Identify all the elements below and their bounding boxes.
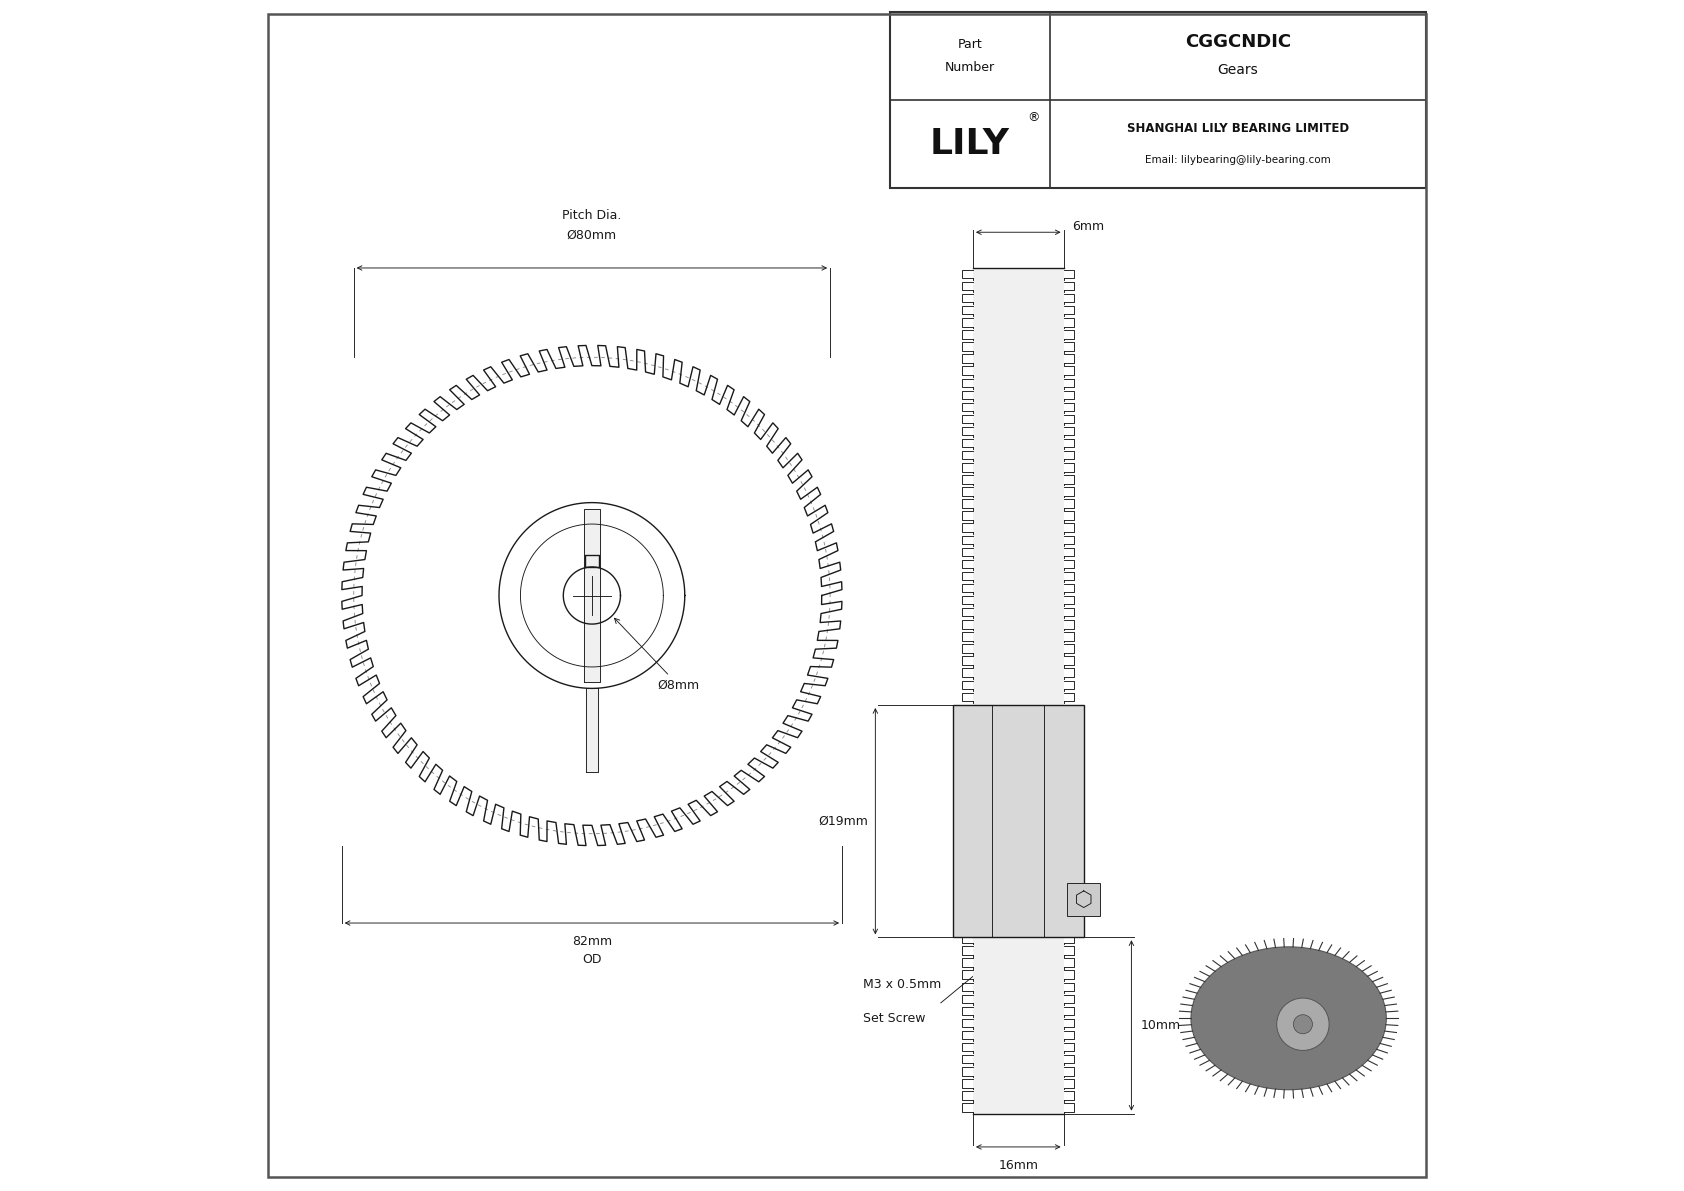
Text: Ø80mm: Ø80mm (568, 229, 616, 242)
Text: Pitch Dia.: Pitch Dia. (562, 208, 621, 222)
Text: OD: OD (583, 953, 601, 966)
Text: M3 x 0.5mm: M3 x 0.5mm (864, 978, 941, 991)
Text: Ø8mm: Ø8mm (615, 618, 699, 692)
Text: 16mm: 16mm (999, 1159, 1039, 1172)
Circle shape (1276, 998, 1329, 1050)
Circle shape (1293, 1015, 1312, 1034)
Bar (973, 268, 1064, 1114)
Bar (953, 705, 1084, 937)
Bar (889, 12, 1426, 188)
Text: Set Screw: Set Screw (864, 1012, 926, 1025)
Text: Ø19mm: Ø19mm (818, 815, 869, 828)
Bar (1068, 883, 1100, 916)
Text: 6mm: 6mm (1071, 220, 1105, 232)
Text: CGGCNDIC: CGGCNDIC (1186, 32, 1292, 51)
Polygon shape (584, 509, 600, 682)
Text: Gears: Gears (1218, 63, 1258, 77)
Polygon shape (586, 688, 598, 772)
Text: ®: ® (1027, 112, 1039, 124)
Text: 82mm: 82mm (573, 935, 611, 948)
Ellipse shape (1191, 947, 1386, 1090)
Text: Part: Part (958, 38, 982, 50)
Text: 10mm: 10mm (1142, 1019, 1180, 1031)
Text: SHANGHAI LILY BEARING LIMITED: SHANGHAI LILY BEARING LIMITED (1127, 123, 1349, 135)
Text: LILY: LILY (930, 127, 1010, 161)
Text: Number: Number (945, 62, 995, 74)
Text: Email: lilybearing@lily-bearing.com: Email: lilybearing@lily-bearing.com (1145, 155, 1330, 164)
